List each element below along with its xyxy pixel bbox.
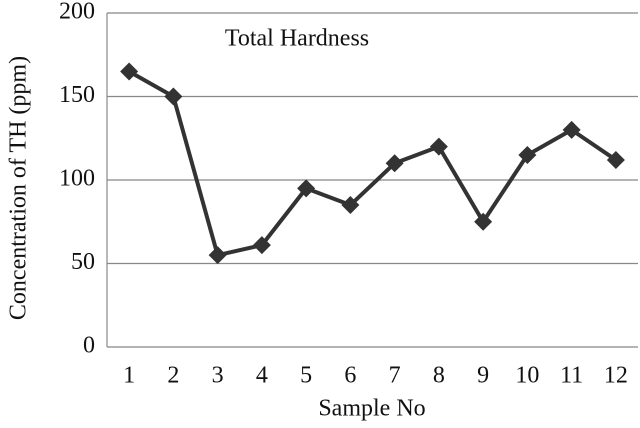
y-tick-label: 0 (83, 333, 95, 359)
data-point (120, 62, 139, 81)
y-axis-label: Concentration of TH (ppm) (6, 56, 32, 320)
x-tick-label: 6 (344, 363, 356, 389)
x-axis-label: Sample No (318, 396, 425, 422)
y-tick-label: 150 (59, 82, 95, 108)
chart-title: Total Hardness (225, 26, 369, 52)
data-point (429, 137, 448, 156)
x-tick-label: 10 (515, 363, 539, 389)
data-point (518, 145, 537, 164)
y-tick-label: 200 (59, 0, 95, 25)
x-tick-label: 2 (167, 363, 179, 389)
data-point (606, 150, 625, 169)
data-point (297, 179, 316, 198)
data-point (164, 87, 183, 106)
data-point (252, 236, 271, 255)
x-tick-label: 5 (300, 363, 312, 389)
x-tick-label: 11 (560, 363, 583, 389)
data-point (208, 246, 227, 265)
x-tick-label: 3 (212, 363, 224, 389)
data-point (385, 154, 404, 173)
data-point (474, 212, 493, 231)
x-tick-label: 1 (123, 363, 135, 389)
data-line (128, 69, 617, 258)
x-tick-label: 9 (477, 363, 489, 389)
data-point (341, 196, 360, 215)
x-tick-label: 8 (433, 363, 445, 389)
x-tick-label: 12 (604, 363, 628, 389)
data-point (562, 120, 581, 139)
y-tick-label: 50 (71, 249, 95, 275)
y-tick-label: 100 (59, 166, 95, 192)
x-tick-label: 4 (256, 363, 268, 389)
x-tick-label: 7 (389, 363, 401, 389)
